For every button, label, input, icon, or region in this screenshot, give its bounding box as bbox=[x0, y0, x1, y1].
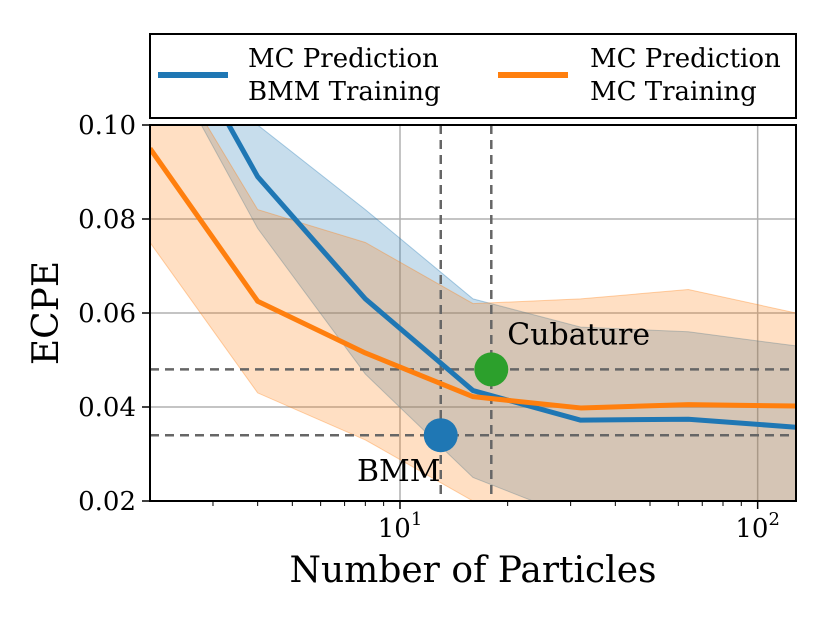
y-tick-label: 0.02 bbox=[78, 487, 136, 517]
legend-label-series1-line2: MC Training bbox=[590, 77, 757, 107]
series-line-0 bbox=[225, 125, 796, 430]
point-cubature bbox=[474, 352, 509, 387]
x-tick-label: 101 bbox=[378, 509, 423, 544]
series-lines bbox=[150, 125, 796, 430]
reference-lines bbox=[150, 125, 796, 501]
y-axis-label: ECPE bbox=[26, 261, 67, 365]
point-label-cubature: Cubature bbox=[507, 317, 650, 352]
legend: MC Prediction BMM Training MC Prediction… bbox=[149, 33, 797, 119]
x-tick-label: 102 bbox=[735, 509, 780, 544]
point-bmm bbox=[423, 418, 458, 453]
y-tick-label: 0.10 bbox=[78, 111, 136, 141]
legend-label-series0-line1: MC Prediction bbox=[248, 44, 439, 74]
y-tick-label: 0.04 bbox=[78, 393, 136, 423]
legend-label-series0-line2: BMM Training bbox=[248, 77, 441, 107]
point-label-bmm: BMM bbox=[357, 454, 440, 489]
legend-frame bbox=[149, 33, 797, 119]
series-line-1 bbox=[150, 147, 796, 411]
legend-label-series1-line1: MC Prediction bbox=[590, 44, 781, 74]
reference-points: BMM Cubature bbox=[357, 317, 650, 489]
y-tick-label: 0.06 bbox=[78, 299, 136, 329]
y-tick-label: 0.08 bbox=[78, 205, 136, 235]
x-axis-label: Number of Particles bbox=[290, 550, 657, 591]
